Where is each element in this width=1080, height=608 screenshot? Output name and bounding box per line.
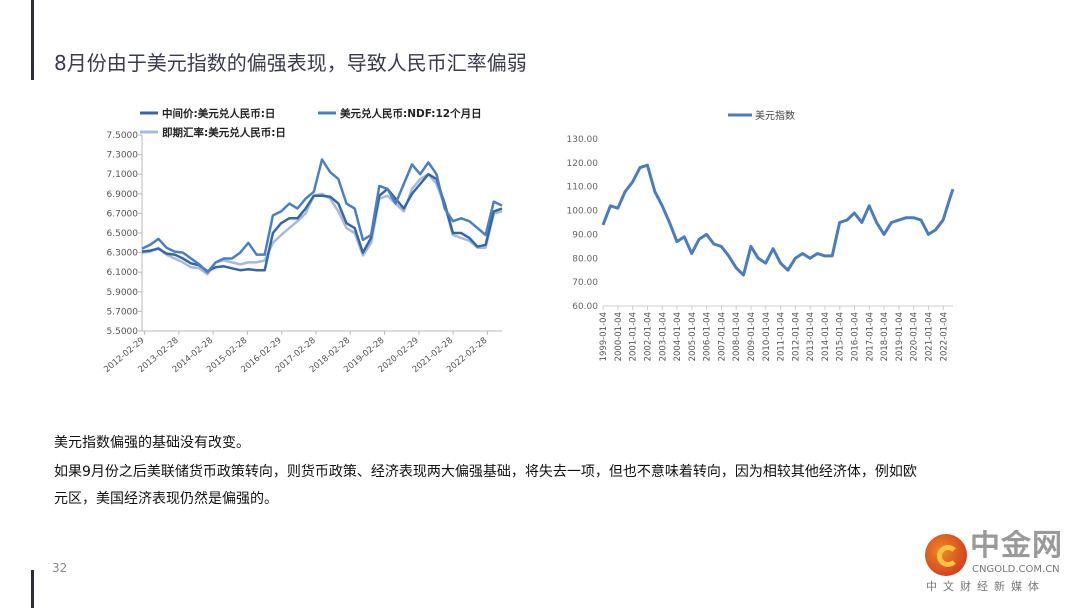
x-tick-label: 2020-01-04 — [910, 312, 920, 361]
top-accent-bar — [31, 0, 34, 80]
body-line-2: 如果9月份之后美联储货币政策转向，则货币政策、经济表现两大偏强基础，将失去一项，… — [54, 464, 917, 480]
cngold-logo: 中金网 CNGOLD.COM.CN 中文财经新媒体 — [920, 530, 1080, 608]
logo-subtitle: 中文财经新媒体 — [926, 580, 1045, 593]
bottom-accent-bar — [31, 570, 34, 608]
x-tick-label: 2007-01-04 — [717, 312, 727, 361]
y-tick-label: 100.00 — [567, 207, 599, 217]
x-tick-label: 2011-01-04 — [777, 312, 787, 361]
body-line-3: 元区，美国经济表现仍然是偏强的。 — [54, 491, 278, 507]
y-tick-label: 90.00 — [572, 230, 598, 240]
logo-url: CNGOLD.COM.CN — [972, 564, 1060, 575]
y-tick-label: 6.5000 — [107, 229, 139, 239]
x-tick-label: 2019-01-04 — [895, 312, 905, 361]
x-tick-label: 2013-01-04 — [806, 312, 816, 361]
logo-emblem-icon — [925, 534, 967, 576]
x-tick-label: 2018-01-04 — [880, 312, 890, 361]
legend-label: 美元兑人民币:NDF:12个月日 — [340, 107, 482, 120]
x-tick-label: 2009-01-04 — [747, 312, 757, 361]
y-tick-label: 60.00 — [572, 302, 598, 312]
y-tick-label: 6.3000 — [107, 249, 139, 259]
x-tick-label: 2010-01-04 — [762, 312, 772, 361]
x-tick-label: 2014-01-04 — [821, 312, 831, 361]
y-tick-label: 7.3000 — [107, 151, 139, 161]
logo-main-text: 中金网 — [970, 530, 1063, 562]
series-line-2 — [141, 172, 503, 276]
charts-canvas: 7.5000 7.3000 7.1000 6.9000 6.7000 6.5000 6.30… — [102, 107, 955, 375]
x-tick-label: 2017-01-04 — [865, 312, 875, 361]
x-tick-label: 2004-01-04 — [673, 312, 683, 361]
x-tick-label: 2000-01-04 — [614, 312, 624, 361]
y-tick-label: 7.5000 — [107, 131, 139, 141]
x-tick-label: 2003-01-04 — [658, 312, 668, 361]
slide-title: 8月份由于美元指数的偏强表现，导致人民币汇率偏弱 — [54, 51, 527, 75]
x-tick-label: 2002-01-04 — [643, 312, 653, 361]
y-tick-label: 120.00 — [567, 159, 599, 169]
x-tick-label: 2021-01-04 — [924, 312, 934, 361]
x-tick-label: 1999-01-04 — [599, 312, 609, 361]
y-tick-label: 6.9000 — [107, 190, 139, 200]
series-line-1 — [141, 158, 503, 274]
series-line-0 — [141, 172, 503, 273]
y-tick-label: 110.00 — [567, 183, 599, 193]
x-tick-label: 2006-01-04 — [703, 312, 713, 361]
y-tick-label: 70.00 — [572, 278, 598, 288]
x-tick-label: 2001-01-04 — [629, 312, 639, 361]
page-number: 32 — [52, 561, 68, 575]
legend-label: 美元指数 — [755, 109, 795, 122]
x-tick-label: 2022-01-04 — [939, 312, 949, 361]
y-tick-label: 6.1000 — [107, 268, 139, 278]
y-tick-label: 5.9000 — [107, 288, 139, 298]
legend-label: 即期汇率:美元兑人民币:日 — [162, 126, 286, 139]
y-tick-label: 7.1000 — [107, 170, 139, 180]
y-tick-label: 6.7000 — [107, 209, 139, 219]
x-tick-label: 2015-01-04 — [836, 312, 846, 361]
y-tick-label: 130.00 — [567, 135, 599, 145]
series-line-dollar-index — [601, 163, 955, 277]
y-tick-label: 5.7000 — [107, 307, 139, 317]
x-tick-label: 2005-01-04 — [688, 312, 698, 361]
x-tick-label: 2012-01-04 — [791, 312, 801, 361]
legend-label: 中间价:美元兑人民币:日 — [162, 107, 275, 120]
y-tick-label: 5.5000 — [107, 327, 139, 337]
body-line-1: 美元指数偏强的基础没有改变。 — [54, 435, 250, 451]
x-tick-label: 2016-01-04 — [851, 312, 861, 361]
x-tick-label: 2008-01-04 — [732, 312, 742, 361]
y-tick-label: 80.00 — [572, 254, 598, 264]
